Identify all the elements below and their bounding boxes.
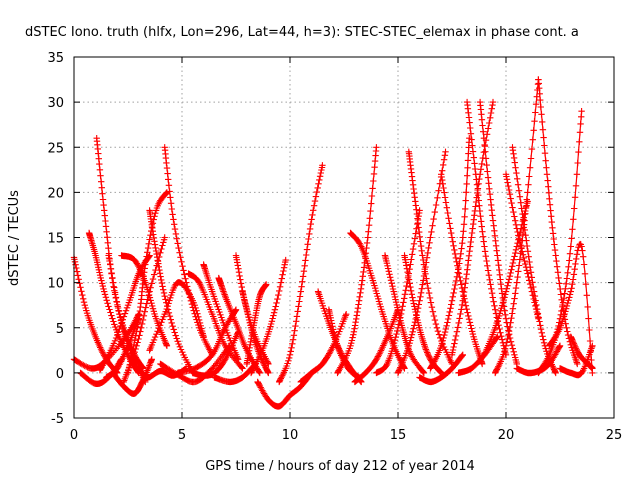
y-axis-title: dSTEC / TECUs [7,190,22,286]
series-point [481,198,531,358]
series-point [200,261,242,363]
x-tick-label: 5 [178,428,186,443]
series-44 [463,98,510,358]
series-point [351,306,402,386]
series-point [416,351,466,386]
series-19 [189,329,242,379]
series-point [405,148,456,368]
x-tick-label: 10 [282,428,299,443]
y-tick-label: 5 [56,322,64,337]
series-52 [546,240,596,377]
series-31 [325,306,363,381]
series-41 [427,135,473,372]
series-55 [481,198,531,358]
series-point [502,171,542,322]
chart-title: dSTEC Iono. truth (hlfx, Lon=296, Lat=44… [25,25,579,40]
series-42 [438,171,486,368]
series-49 [535,76,581,368]
series-point [146,279,207,354]
series-point [535,76,581,368]
series-54 [567,333,596,372]
y-tick-label: 30 [47,96,64,111]
ticks: 0 5 10 15 20 25 -5 0 5 10 15 20 25 30 35 [47,51,622,443]
series-point [276,162,326,386]
series-56 [502,171,542,322]
series-point [120,234,168,386]
series-29 [297,311,350,386]
series-20 [200,261,242,363]
x-tick-label: 0 [70,428,78,443]
series-point [567,333,596,372]
x-tick-label: 25 [606,428,623,443]
series-34 [351,306,402,386]
series-point [509,144,559,377]
series-point [189,329,242,379]
y-tick-label: 10 [47,277,64,292]
y-tick-label: 25 [47,141,64,156]
y-tick-label: -5 [51,412,64,427]
series-point [247,256,289,377]
series-27 [247,256,289,377]
series-layer [70,76,596,410]
series-40 [416,351,466,386]
y-tick-label: 15 [47,232,64,247]
series-38 [394,148,449,377]
y-tick-label: 35 [47,51,64,66]
x-tick-label: 15 [390,428,407,443]
series-point [438,171,486,368]
y-tick-label: 20 [47,186,64,201]
series-point [546,240,596,377]
x-tick-label: 20 [498,428,515,443]
series-15 [146,279,207,354]
series-point [463,98,510,358]
x-axis-title: GPS time / hours of day 212 of year 2014 [205,459,475,474]
series-point [427,135,473,372]
series-28 [276,162,326,386]
series-point [243,281,270,368]
y-tick-label: 0 [56,367,64,382]
series-25 [243,281,270,368]
series-36 [381,252,428,377]
